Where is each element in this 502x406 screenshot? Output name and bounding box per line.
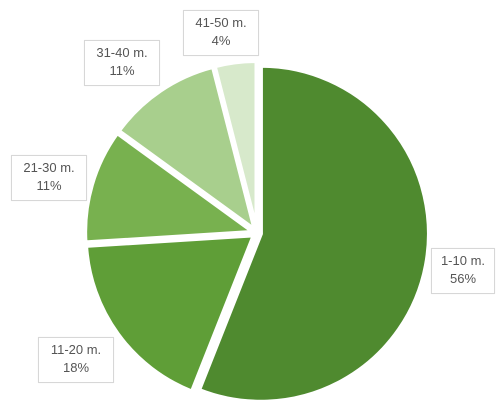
percent-label-41-50: 4% bbox=[211, 33, 231, 48]
pie-slice-11-20-m bbox=[83, 233, 257, 395]
callout-41-50: 41-50 m. 4% bbox=[183, 10, 259, 56]
pie-slice-31-40-m bbox=[116, 64, 259, 235]
category-label-11-20: 11-20 m. bbox=[50, 342, 102, 357]
percent-label-11-20: 18% bbox=[62, 360, 90, 375]
category-label-21-30: 21-30 m. bbox=[23, 160, 75, 175]
pie-slice-41-50-m bbox=[212, 59, 259, 230]
percent-label-21-30: 11% bbox=[36, 178, 62, 193]
category-label-31-40: 31-40 m. bbox=[96, 45, 148, 60]
callout-31-40: 31-40 m. 11% bbox=[84, 40, 160, 86]
callout-1-10: 1-10 m. 56% bbox=[431, 248, 495, 294]
pie-slice-1-10-m bbox=[196, 63, 431, 404]
percent-label-1-10: 56% bbox=[449, 271, 477, 286]
category-label-41-50: 41-50 m. bbox=[195, 15, 247, 30]
callout-11-20: 11-20 m. 18% bbox=[38, 337, 114, 383]
category-label-1-10: 1-10 m. bbox=[440, 253, 486, 268]
pie-slice-21-30-m bbox=[83, 130, 259, 245]
percent-label-31-40: 11% bbox=[109, 63, 135, 78]
callout-21-30: 21-30 m. 11% bbox=[11, 155, 87, 201]
